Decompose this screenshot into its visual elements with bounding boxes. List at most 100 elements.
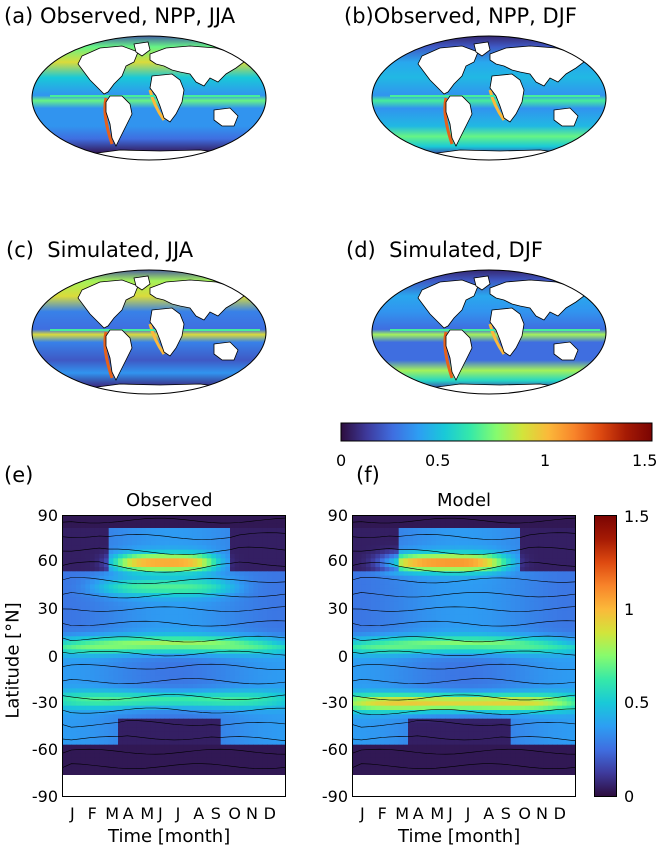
heatmap-cell xyxy=(253,554,259,559)
heatmap-cell xyxy=(253,671,259,676)
heatmap-cell xyxy=(253,597,259,603)
heatmap-cell xyxy=(202,515,208,520)
heatmap-cell xyxy=(389,614,395,620)
heatmap-cell xyxy=(543,554,549,559)
heatmap-cell xyxy=(370,671,376,676)
heatmap-cell xyxy=(412,619,418,624)
heatmap-cell xyxy=(253,640,259,646)
heatmap-cell xyxy=(192,753,198,759)
heatmap-cell xyxy=(487,636,493,642)
heatmap-cell xyxy=(496,632,502,637)
heatmap-cell xyxy=(104,627,110,633)
heatmap-cell xyxy=(104,562,110,568)
heatmap-cell xyxy=(272,714,278,720)
heatmap-cell xyxy=(380,593,386,598)
heatmap-cell xyxy=(361,614,367,620)
heatmap-cell xyxy=(557,671,563,676)
heatmap-cell xyxy=(85,519,91,525)
heatmap-cell xyxy=(160,710,166,715)
heatmap-cell xyxy=(431,688,437,694)
heatmap-cell xyxy=(267,567,273,572)
heatmap-cell xyxy=(206,528,212,533)
heatmap-cell xyxy=(192,515,198,520)
heatmap-cell xyxy=(136,536,142,542)
heatmap-cell xyxy=(356,515,362,520)
heatmap-cell xyxy=(113,679,119,685)
heatmap-cell xyxy=(216,753,222,759)
heatmap-cell xyxy=(160,584,166,590)
heatmap-cell xyxy=(155,714,161,720)
heatmap-cell xyxy=(76,558,82,564)
heatmap-cell xyxy=(239,749,245,754)
heatmap-cell xyxy=(62,770,68,775)
heatmap-cell xyxy=(478,541,484,546)
heatmap-cell xyxy=(384,619,390,624)
heatmap-cell xyxy=(164,671,170,676)
heatmap-cell xyxy=(562,653,568,659)
heatmap-cell xyxy=(440,515,446,520)
heatmap-cell xyxy=(80,727,86,733)
heatmap-cell xyxy=(384,588,390,594)
heatmap-cell xyxy=(99,606,105,611)
heatmap-cell xyxy=(422,666,428,672)
heatmap-cell xyxy=(141,580,147,585)
heatmap-cell xyxy=(520,549,526,555)
heatmap-cell xyxy=(174,558,180,564)
heatmap-cell xyxy=(389,640,395,646)
heatmap-cell xyxy=(431,554,437,559)
heatmap-cell xyxy=(272,571,278,577)
heatmap-cell xyxy=(178,679,184,685)
heatmap-cell xyxy=(566,610,572,616)
heatmap-cell xyxy=(538,584,544,590)
heatmap-cell xyxy=(566,606,572,611)
heatmap-cell xyxy=(422,571,428,577)
heatmap-cell xyxy=(384,545,390,551)
heatmap-cell xyxy=(459,636,465,642)
heatmap-cell xyxy=(202,653,208,659)
heatmap-cell xyxy=(160,554,166,559)
heatmap-cell xyxy=(375,562,381,568)
heatmap-cell xyxy=(160,549,166,555)
heatmap-cell xyxy=(118,731,124,737)
heatmap-cell xyxy=(197,645,203,650)
heatmap-cell xyxy=(206,662,212,668)
heatmap-cell xyxy=(66,736,72,741)
heatmap-cell xyxy=(66,684,72,689)
heatmap-cell xyxy=(510,519,516,525)
heatmap-cell xyxy=(239,653,245,659)
heatmap-cell xyxy=(164,718,170,724)
heatmap-cell xyxy=(174,710,180,715)
heatmap-cell xyxy=(538,580,544,585)
heatmap-cell xyxy=(361,515,367,520)
heatmap-cell xyxy=(80,753,86,759)
heatmap-cell xyxy=(529,653,535,659)
heatmap-cell xyxy=(281,536,286,542)
heatmap-cell xyxy=(155,627,161,633)
heatmap-cell xyxy=(225,575,231,581)
heatmap-cell xyxy=(276,532,282,538)
heatmap-cell xyxy=(216,679,222,685)
heatmap-cell xyxy=(192,519,198,525)
heatmap-cell xyxy=(468,662,474,668)
heatmap-cell xyxy=(108,727,114,733)
panel-e-title: Observed xyxy=(126,490,213,511)
heatmap-cell xyxy=(169,649,175,655)
heatmap-cell xyxy=(90,562,96,568)
heatmap-cell xyxy=(206,536,212,542)
heatmap-cell xyxy=(398,623,404,629)
heatmap-cell xyxy=(543,632,549,637)
heatmap-cell xyxy=(160,770,166,775)
heatmap-cell xyxy=(459,567,465,572)
heatmap-cell xyxy=(178,536,184,542)
heatmap-cell xyxy=(197,627,203,633)
heatmap-cell xyxy=(169,744,175,750)
heatmap-cell xyxy=(66,749,72,754)
heatmap-cell xyxy=(113,692,119,698)
heatmap-cell xyxy=(501,671,507,676)
heatmap-cell xyxy=(562,688,568,694)
heatmap-cell xyxy=(375,636,381,642)
heatmap-cell xyxy=(66,666,72,672)
heatmap-cell xyxy=(548,671,554,676)
heatmap-cell xyxy=(529,567,535,572)
heatmap-cell xyxy=(398,671,404,676)
